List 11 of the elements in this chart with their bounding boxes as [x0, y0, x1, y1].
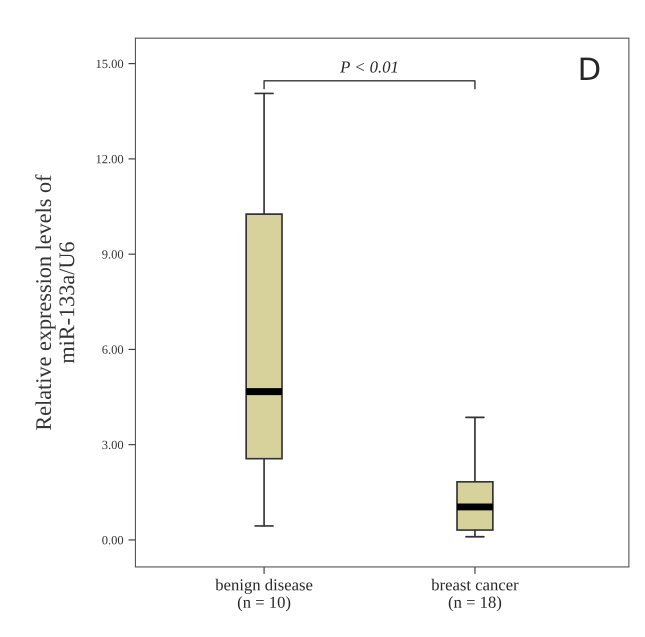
x-tick-label: breast cancer (n = 18) — [431, 578, 519, 612]
y-axis-title: Relative expression levels of miR-133a/U6 — [35, 174, 74, 430]
y-tick-label: 0.00 — [102, 536, 124, 544]
annotation: P < 0.01 — [340, 61, 398, 73]
y-tick-label: 9.00 — [102, 250, 124, 259]
y-tick-label: 6.00 — [102, 345, 124, 354]
x-tick-label: benign disease (n = 10) — [215, 578, 312, 612]
annotation: D — [580, 58, 600, 80]
y-tick-label: 12.00 — [96, 154, 124, 164]
y-tick-label: 3.00 — [102, 440, 124, 450]
y-tick-label: 15.00 — [96, 60, 124, 68]
